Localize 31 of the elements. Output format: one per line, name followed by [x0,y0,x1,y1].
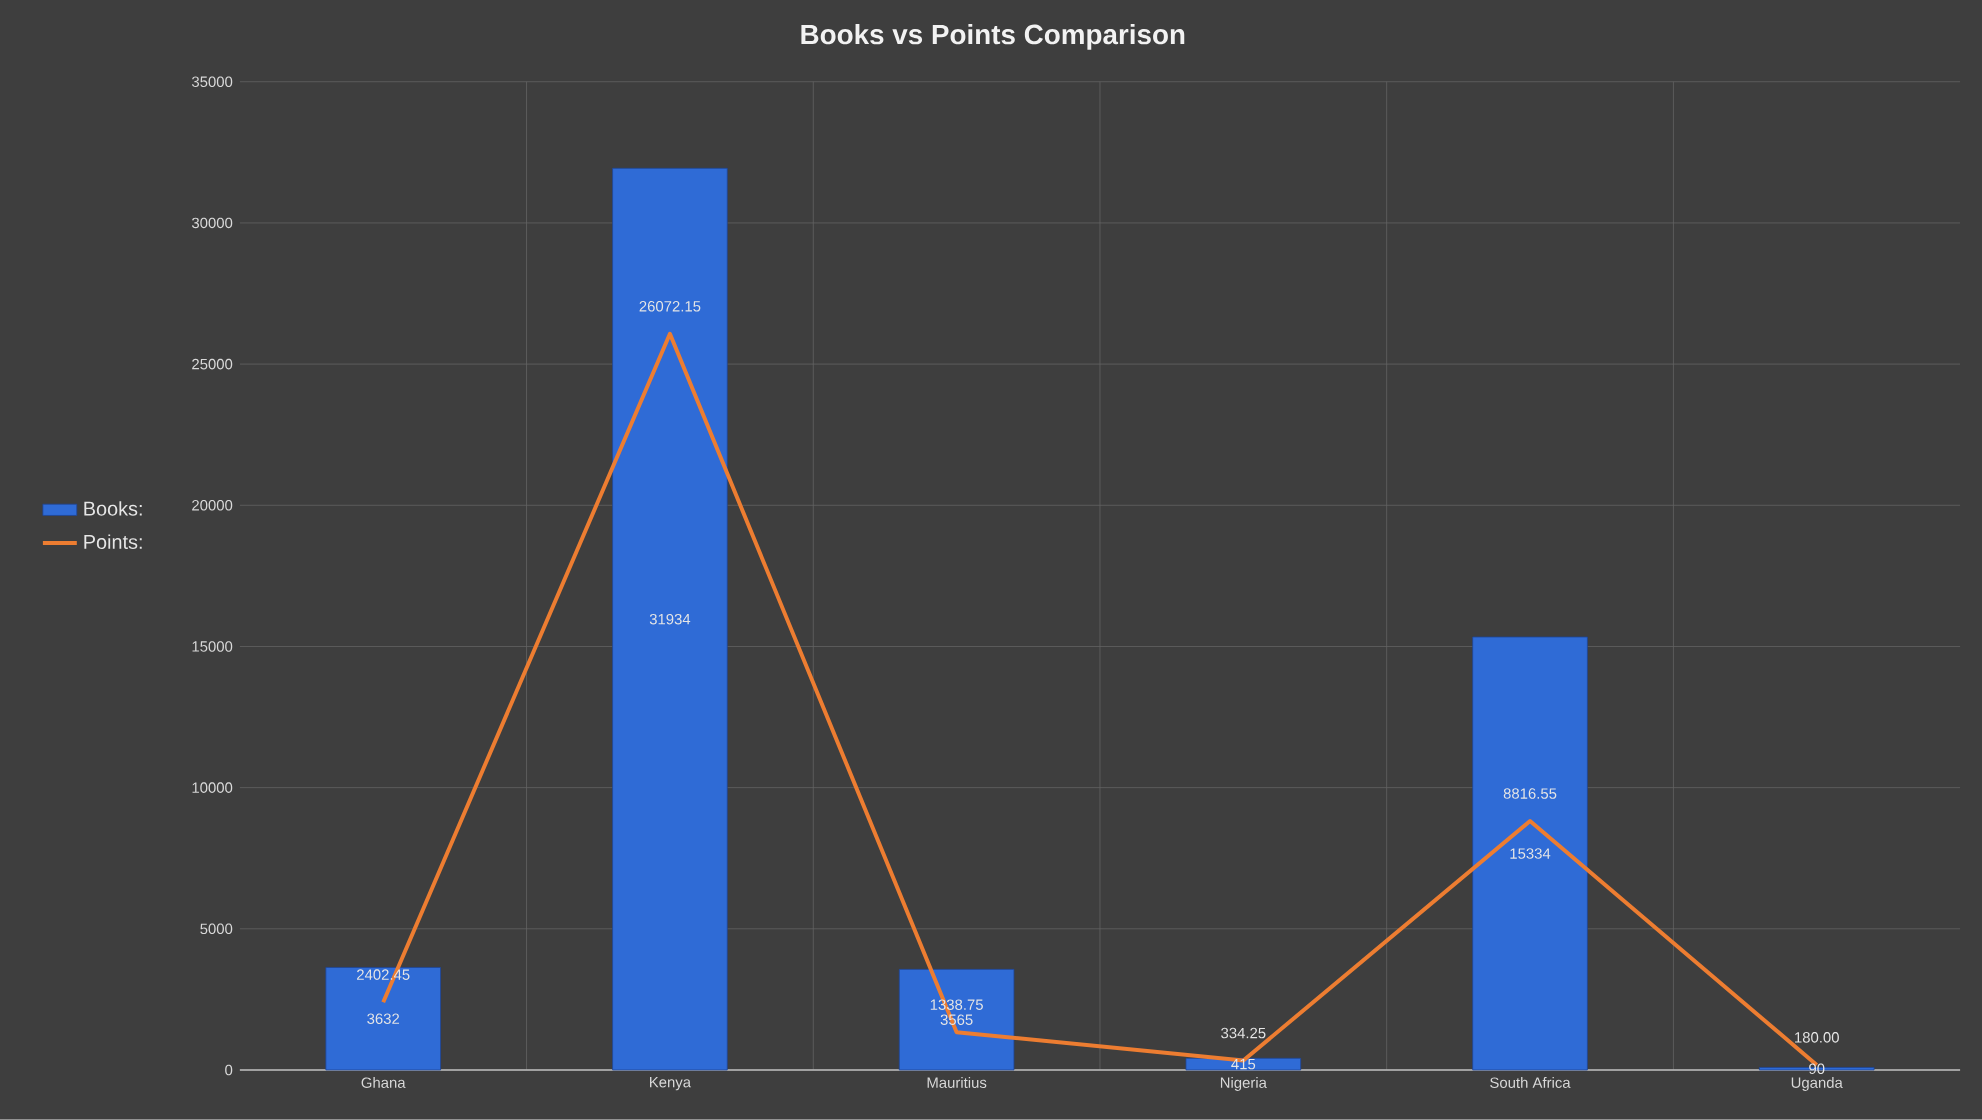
y-tick-label: 25000 [192,358,233,370]
data-label: 26072.15 [639,301,701,312]
data-label: 90 [1809,1063,1825,1075]
bar [898,969,1015,1071]
y-tick-label: 15000 [192,641,233,652]
x-tick-label: Uganda [1791,1077,1843,1091]
data-label: 8816.55 [1503,788,1557,799]
y-tick-label: 5000 [200,923,233,935]
x-tick-label: Ghana [361,1077,406,1089]
y-tick-label: 30000 [191,217,233,229]
legend-label: Points: [84,534,142,550]
data-label: 3632 [367,1013,400,1025]
data-label: 15334 [1510,848,1551,859]
bar [1472,636,1588,1071]
x-tick-label: Kenya [650,1077,692,1091]
y-tick-label: 20000 [192,500,233,511]
x-tick-label: South Africa [1490,1077,1571,1089]
legend-label: Books: [84,501,142,516]
x-tick-label: Mauritius [927,1077,987,1089]
data-label: 415 [1231,1059,1256,1070]
bar [325,967,441,1071]
bar [1185,1057,1302,1071]
data-label: 334.25 [1221,1027,1266,1039]
data-label: 180.00 [1795,1032,1839,1043]
y-tick-label: 35000 [191,76,233,88]
data-label: 31934 [649,613,691,625]
chart-title: Books vs Points Comparison [801,23,1185,50]
bar [612,167,728,1071]
x-tick-label: Nigeria [1220,1077,1267,1091]
y-tick-label: 0 [225,1064,233,1076]
y-tick-label: 10000 [192,782,233,793]
